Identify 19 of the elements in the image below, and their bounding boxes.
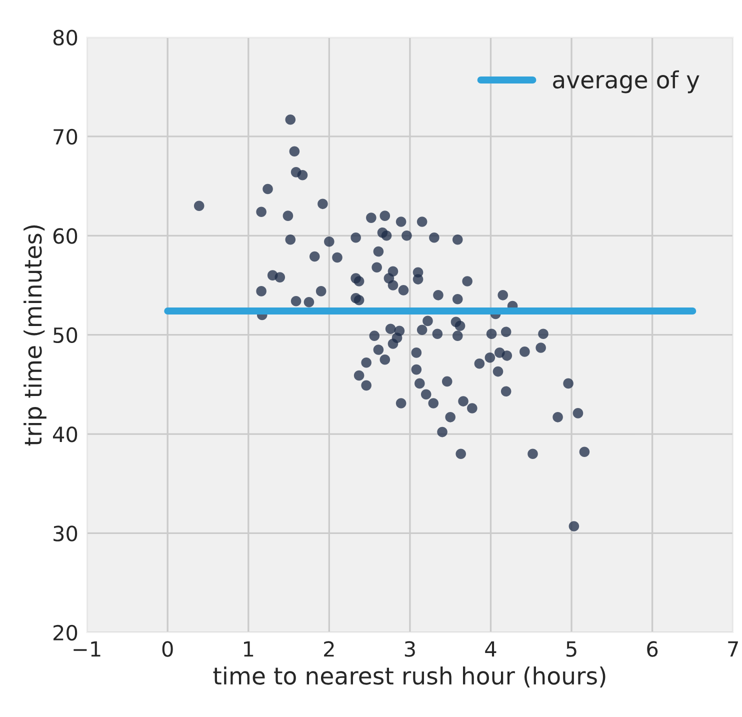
y-tick-label: 80 [53, 30, 78, 46]
x-tick-label: 1 [244, 641, 254, 657]
y-tick-label: 50 [54, 327, 78, 344]
x-tick-label: 3 [404, 641, 415, 657]
x-tick-label: 4 [485, 641, 496, 657]
y-tick-label: 20 [53, 624, 78, 641]
y-tick-label: 70 [54, 128, 78, 145]
x-tick-label: 5 [566, 641, 576, 657]
x-tick-label: 6 [647, 641, 658, 657]
x-tick-label: −1 [74, 641, 100, 657]
y-tick-label: 40 [52, 426, 78, 442]
x-tick-label: 0 [162, 641, 173, 657]
y-tick-label: 30 [54, 526, 78, 542]
legend-label: average of y [553, 70, 700, 94]
x-axis-title: time to nearest rush hour (hours) [213, 666, 606, 688]
y-axis-title: trip time (minutes) [24, 225, 46, 446]
x-tick-label: 7 [728, 641, 738, 657]
y-tick-label: 60 [53, 228, 78, 244]
x-tick-label: 2 [324, 641, 334, 657]
